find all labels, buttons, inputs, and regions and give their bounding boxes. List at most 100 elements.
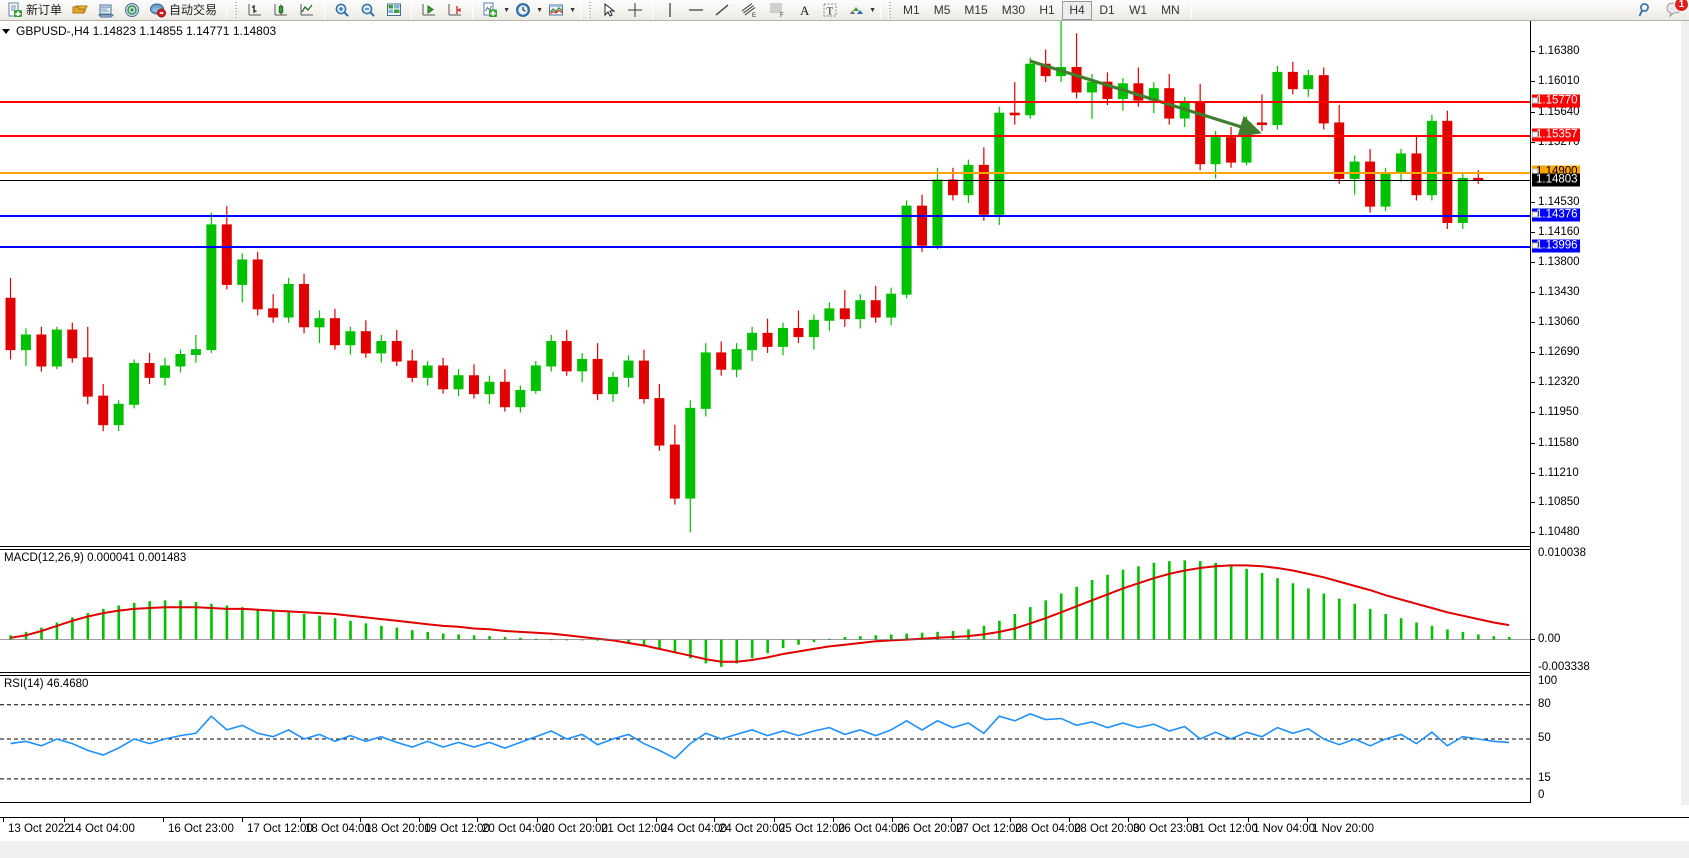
notification-icon[interactable]: 1 xyxy=(1665,0,1689,19)
candle-body xyxy=(1025,63,1036,116)
fibonacci-button[interactable]: F xyxy=(764,1,790,20)
macd-histogram-bar xyxy=(1229,565,1233,640)
time-tick xyxy=(163,818,164,822)
cursor-button[interactable] xyxy=(597,1,621,20)
timeframe-h4[interactable]: H4 xyxy=(1062,0,1093,20)
timeframe-w1[interactable]: W1 xyxy=(1129,3,1148,17)
toolbar-grip-3[interactable] xyxy=(888,1,894,19)
price-tag-bid-line[interactable]: 1.14803 xyxy=(1532,173,1580,187)
periodicity-button[interactable] xyxy=(511,1,535,20)
profiles-button[interactable] xyxy=(68,1,92,20)
macd-histogram-bar xyxy=(1322,593,1326,640)
candle-body xyxy=(221,224,232,285)
timeframe-m5[interactable]: M5 xyxy=(933,3,951,17)
level-line-bid-line[interactable] xyxy=(0,179,1530,181)
level-handle-icon xyxy=(1531,242,1538,249)
timeframe-m1[interactable]: M1 xyxy=(903,3,920,17)
trendline-button[interactable] xyxy=(710,1,734,20)
text-button[interactable]: A xyxy=(792,1,816,20)
timeframe-m15[interactable]: M15 xyxy=(964,3,988,17)
indicators-button[interactable] xyxy=(478,1,502,20)
collapse-triangle-icon[interactable] xyxy=(2,28,10,34)
price-pane[interactable] xyxy=(0,21,1530,547)
timeframe-d1[interactable]: D1 xyxy=(1099,3,1115,17)
time-tick xyxy=(3,818,4,822)
templates-dropdown-arrow[interactable]: ▼ xyxy=(569,6,576,14)
objects-dropdown-arrow[interactable]: ▼ xyxy=(869,6,876,14)
bar-chart-icon xyxy=(247,2,263,18)
macd-histogram-bar xyxy=(86,613,90,640)
macd-histogram-bar xyxy=(1152,562,1156,640)
candle-body xyxy=(1396,153,1406,174)
price-tick xyxy=(1531,321,1535,323)
candle-body xyxy=(36,334,47,367)
chart-header: GBPUSD-,H4 1.14823 1.14855 1.14771 1.148… xyxy=(2,23,276,39)
level-line-support-1[interactable] xyxy=(0,214,1530,217)
toolbar-grip[interactable] xyxy=(234,1,240,19)
grid-icon xyxy=(386,2,402,18)
time-axis-label: 18 Oct 04:00 xyxy=(305,823,371,835)
market-watch-button[interactable] xyxy=(94,1,118,20)
price-axis-label: 1.13430 xyxy=(1538,285,1580,298)
macd-histogram-bar xyxy=(102,608,105,640)
templates-button[interactable] xyxy=(544,1,568,20)
zoom-out-button[interactable] xyxy=(356,1,380,20)
macd-histogram-bar xyxy=(673,639,677,654)
timeframe-h1[interactable]: H1 xyxy=(1039,3,1055,17)
time-axis-label: 13 Oct 2022 xyxy=(8,823,71,835)
time-tick xyxy=(300,818,301,822)
bar-chart-button[interactable] xyxy=(243,1,267,20)
candle-body xyxy=(1210,137,1221,165)
vertical-line-icon xyxy=(662,2,678,18)
level-line-pivot-line[interactable] xyxy=(0,171,1530,174)
objects-button[interactable] xyxy=(844,1,868,20)
timeframe-m30[interactable]: M30 xyxy=(1001,3,1026,17)
auto-trading-button[interactable]: 自动交易 xyxy=(146,1,221,20)
toolbar-separator-7 xyxy=(880,1,882,19)
macd-histogram-bar xyxy=(781,639,785,649)
candle-body xyxy=(654,398,665,446)
macd-histogram-bar xyxy=(1291,583,1295,640)
vertical-line-button[interactable] xyxy=(658,1,682,20)
crosshair-button[interactable] xyxy=(623,1,647,20)
level-line-support-2[interactable] xyxy=(0,245,1530,248)
chart-window[interactable]: GBPUSD-,H4 1.14823 1.14855 1.14771 1.148… xyxy=(0,21,1689,858)
price-tag-support-1[interactable]: 1.14376 xyxy=(1531,208,1580,222)
indicators-dropdown-arrow[interactable]: ▼ xyxy=(503,6,510,14)
grid-button[interactable] xyxy=(382,1,406,20)
rsi-pane[interactable]: RSI(14) 46.4680 xyxy=(0,675,1530,803)
macd-pane[interactable]: MACD(12,26,9) 0.000041 0.001483 xyxy=(0,549,1530,673)
search-icon[interactable] xyxy=(1637,1,1655,19)
macd-histogram-bar xyxy=(967,629,970,640)
zoom-in-button[interactable] xyxy=(330,1,354,20)
candle-body xyxy=(1411,153,1422,196)
chart-shift-button[interactable] xyxy=(443,1,467,20)
candle-body xyxy=(947,179,958,196)
macd-axis-label: 0.010038 xyxy=(1538,547,1586,559)
price-tag-support-2[interactable]: 1.13996 xyxy=(1531,239,1580,253)
price-tag-resistance-1[interactable]: 1.15770 xyxy=(1531,94,1580,108)
time-axis[interactable]: 13 Oct 2022 14 Oct 04:00 16 Oct 23:00 17 Oc… xyxy=(0,817,1689,841)
candle-body xyxy=(5,297,16,351)
macd-histogram-bar xyxy=(163,600,167,640)
candlestick-chart-button[interactable] xyxy=(269,1,293,20)
toolbar-grip-2[interactable] xyxy=(588,1,594,19)
candle-body xyxy=(1056,66,1067,77)
equidistant-channel-button[interactable]: E xyxy=(736,1,762,20)
timeframe-mn[interactable]: MN xyxy=(1161,3,1180,17)
data-window-button[interactable] xyxy=(120,1,144,20)
level-line-resistance-2[interactable] xyxy=(0,134,1530,137)
line-chart-button[interactable] xyxy=(295,1,319,20)
new-order-button[interactable]: 新订单 xyxy=(3,1,66,20)
price-axis[interactable]: 1.16380 1.16010 1.15640 1.15270 1.14530 1.141… xyxy=(1530,21,1681,803)
level-line-resistance-1[interactable] xyxy=(0,100,1530,103)
candle-body xyxy=(623,360,634,378)
text-label-button[interactable]: T xyxy=(818,1,842,20)
price-tick xyxy=(1531,291,1535,293)
periodicity-dropdown-arrow[interactable]: ▼ xyxy=(536,6,543,14)
price-tag-resistance-2[interactable]: 1.15357 xyxy=(1531,128,1580,142)
auto-scroll-button[interactable] xyxy=(417,1,441,20)
horizontal-line-button[interactable] xyxy=(684,1,708,20)
chart-scroll-strip[interactable] xyxy=(0,805,1689,817)
trend-arrow-overlay[interactable] xyxy=(0,21,1530,547)
